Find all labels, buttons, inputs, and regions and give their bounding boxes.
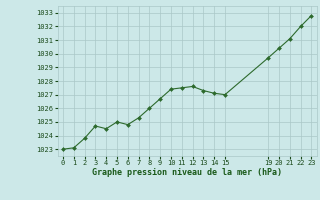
- X-axis label: Graphe pression niveau de la mer (hPa): Graphe pression niveau de la mer (hPa): [92, 168, 282, 177]
